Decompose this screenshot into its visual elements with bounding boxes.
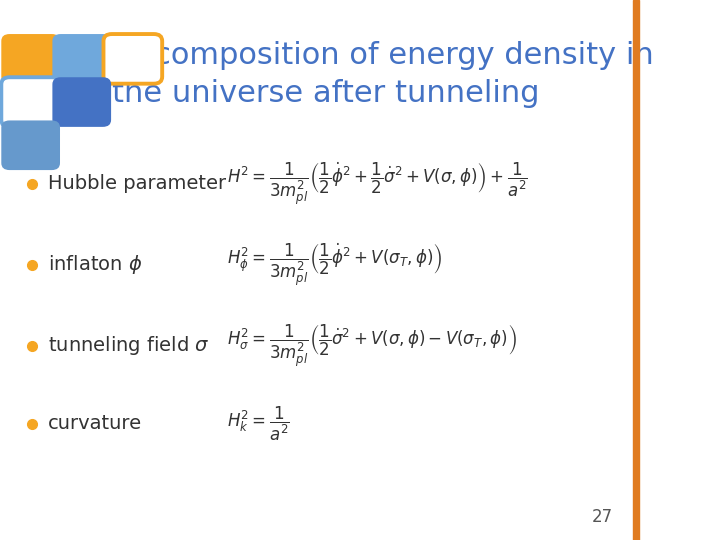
Text: Hubble parameter: Hubble parameter bbox=[48, 174, 226, 193]
Text: the universe after tunneling: the universe after tunneling bbox=[112, 79, 539, 108]
FancyBboxPatch shape bbox=[53, 77, 111, 127]
Text: curvature: curvature bbox=[48, 414, 142, 434]
Bar bbox=[634, 0, 639, 540]
FancyBboxPatch shape bbox=[104, 34, 162, 84]
Text: $H^2 = \dfrac{1}{3m_{pl}^2}\left(\dfrac{1}{2}\dot{\phi}^2 + \dfrac{1}{2}\dot{\si: $H^2 = \dfrac{1}{3m_{pl}^2}\left(\dfrac{… bbox=[227, 160, 528, 207]
Text: inflaton $\phi$: inflaton $\phi$ bbox=[48, 253, 143, 276]
FancyBboxPatch shape bbox=[1, 77, 60, 127]
Text: $H_{\phi}^2 = \dfrac{1}{3m_{pl}^2}\left(\dfrac{1}{2}\dot{\phi}^2 + V(\sigma_T,\p: $H_{\phi}^2 = \dfrac{1}{3m_{pl}^2}\left(… bbox=[227, 241, 442, 288]
Text: $H_k^2 = \dfrac{1}{a^2}$: $H_k^2 = \dfrac{1}{a^2}$ bbox=[227, 405, 289, 443]
Text: 27: 27 bbox=[592, 509, 613, 526]
Text: Decomposition of energy density in: Decomposition of energy density in bbox=[112, 41, 654, 70]
FancyBboxPatch shape bbox=[1, 34, 60, 84]
Text: tunneling field $\sigma$: tunneling field $\sigma$ bbox=[48, 334, 210, 357]
FancyBboxPatch shape bbox=[1, 120, 60, 170]
FancyBboxPatch shape bbox=[53, 34, 111, 84]
Text: $H_{\sigma}^2 = \dfrac{1}{3m_{pl}^2}\left(\dfrac{1}{2}\dot{\sigma}^2 + V(\sigma,: $H_{\sigma}^2 = \dfrac{1}{3m_{pl}^2}\lef… bbox=[227, 322, 516, 369]
